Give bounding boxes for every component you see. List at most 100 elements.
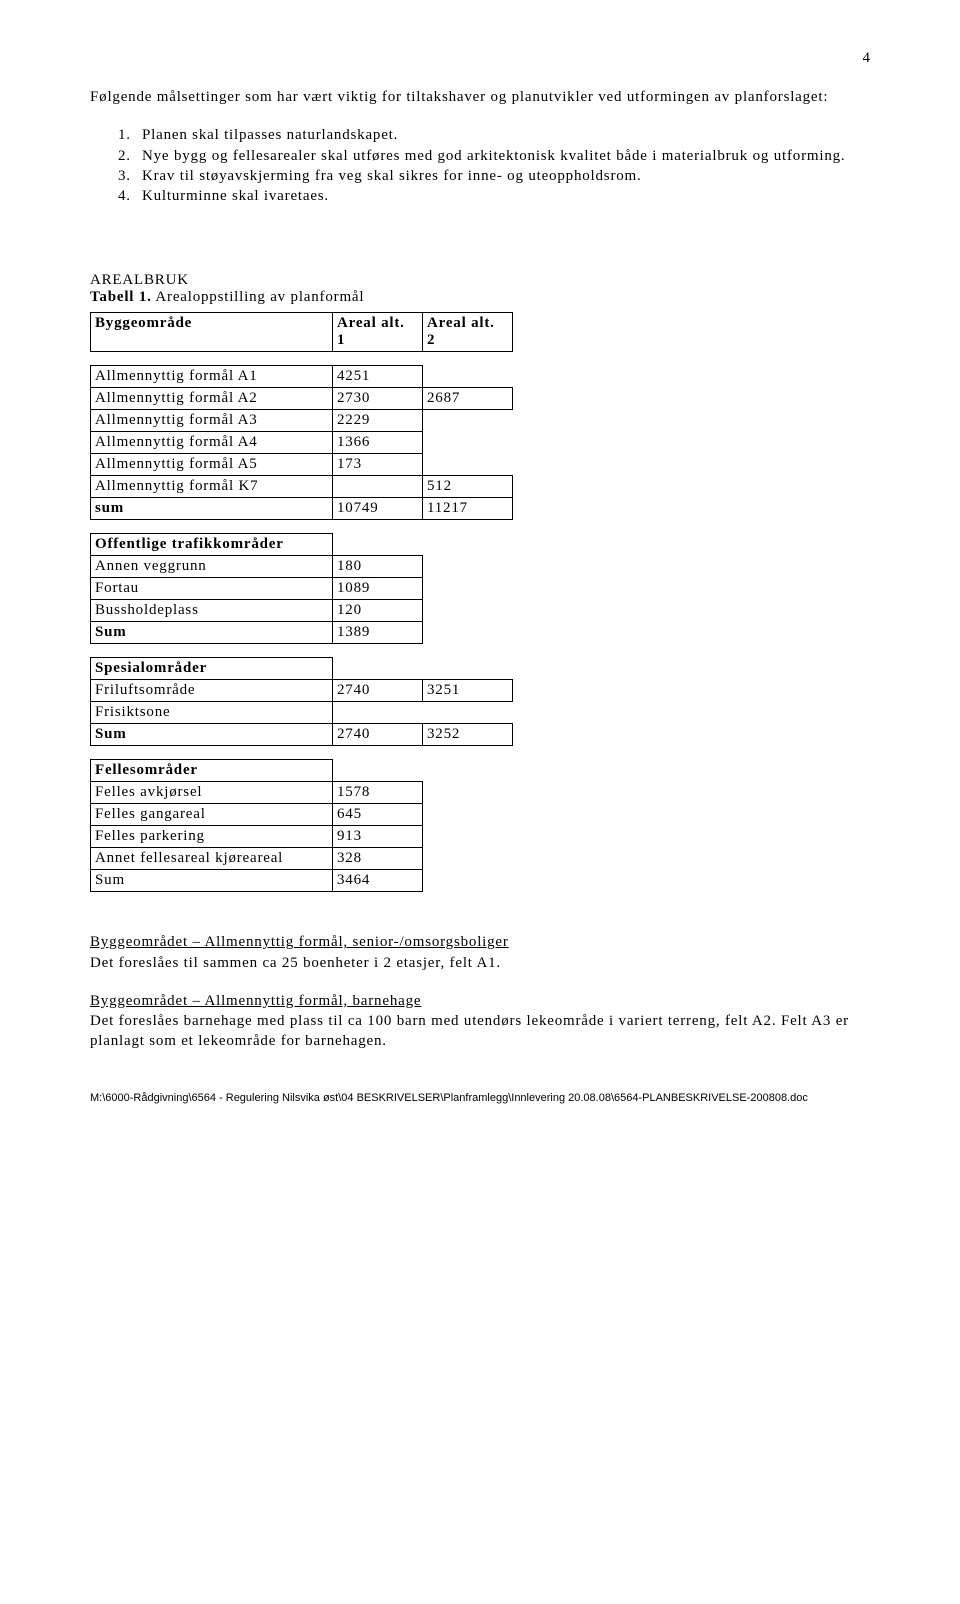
table-row: Sum 2740 3252 (91, 724, 513, 746)
table-title-prefix: Tabell 1. (90, 289, 152, 305)
cell-value: 2229 (333, 410, 423, 432)
cell-value: 3464 (333, 870, 423, 892)
table-group-header: Offentlige trafikkområder (91, 534, 513, 556)
table-row: Annet fellesareal kjøreareal 328 (91, 848, 513, 870)
list-text: Planen skal tilpasses naturlandskapet. (142, 125, 398, 145)
closing-block-2: Byggeområdet – Allmennyttig formål, barn… (90, 991, 870, 1052)
table-row: sum 10749 11217 (91, 498, 513, 520)
cell-label: Allmennyttig formål A5 (91, 454, 333, 476)
cell-value: 2687 (423, 388, 513, 410)
header-cell: Areal alt. 1 (333, 313, 423, 352)
cell-value: 328 (333, 848, 423, 870)
cell-label: Annen veggrunn (91, 556, 333, 578)
list-text: Kulturminne skal ivaretaes. (142, 186, 329, 206)
cell-value (423, 454, 513, 476)
table-row: Bussholdeplass 120 (91, 600, 513, 622)
cell-label: Frisiktsone (91, 702, 333, 724)
cell-value (423, 410, 513, 432)
cell-label: Sum (91, 724, 333, 746)
table-title-rest: Arealoppstilling av planformål (152, 289, 365, 305)
cell-value: 2730 (333, 388, 423, 410)
cell-value (423, 432, 513, 454)
cell-label: Fellesområder (91, 760, 333, 782)
cell-value: 913 (333, 826, 423, 848)
cell-value: 2740 (333, 680, 423, 702)
cell-value: 1089 (333, 578, 423, 600)
table-row: Allmennyttig formål A1 4251 (91, 366, 513, 388)
cell-value: 180 (333, 556, 423, 578)
cell-label: Annet fellesareal kjøreareal (91, 848, 333, 870)
cell-value: 120 (333, 600, 423, 622)
cell-label: Fortau (91, 578, 333, 600)
cell-label: Spesialområder (91, 658, 333, 680)
cell-value: 1578 (333, 782, 423, 804)
table-row: Allmennyttig formål A5 173 (91, 454, 513, 476)
table-group-header: Spesialområder (91, 658, 513, 680)
cell-label: Sum (91, 870, 333, 892)
table-row: Allmennyttig formål A3 2229 (91, 410, 513, 432)
closing-text: Det foreslåes til sammen ca 25 boenheter… (90, 955, 501, 971)
cell-value: 3251 (423, 680, 513, 702)
cell-value: 3252 (423, 724, 513, 746)
closing-block-1: Byggeområdet – Allmennyttig formål, seni… (90, 932, 870, 973)
table-row: Fortau 1089 (91, 578, 513, 600)
footer-path: M:\6000-Rådgivning\6564 - Regulering Nil… (90, 1092, 870, 1104)
numbered-list: 1.Planen skal tilpasses naturlandskapet.… (90, 125, 870, 206)
closing-heading: Byggeområdet – Allmennyttig formål, barn… (90, 993, 421, 1009)
cell-label: Allmennyttig formål K7 (91, 476, 333, 498)
table-row: Allmennyttig formål A4 1366 (91, 432, 513, 454)
cell-label: Felles parkering (91, 826, 333, 848)
cell-label: Bussholdeplass (91, 600, 333, 622)
cell-value: 173 (333, 454, 423, 476)
table-row: Sum 1389 (91, 622, 513, 644)
header-cell: Byggeområde (91, 313, 333, 352)
list-num: 3. (118, 166, 142, 186)
table-row: Annen veggrunn 180 (91, 556, 513, 578)
cell-label: Felles gangareal (91, 804, 333, 826)
cell-value (423, 702, 513, 724)
table-title: Tabell 1. Arealoppstilling av planformål (90, 289, 870, 306)
list-num: 4. (118, 186, 142, 206)
table-row: Frisiktsone (91, 702, 513, 724)
list-num: 2. (118, 146, 142, 166)
cell-value: 1366 (333, 432, 423, 454)
cell-value: 2740 (333, 724, 423, 746)
cell-value: 11217 (423, 498, 513, 520)
cell-label: Friluftsområde (91, 680, 333, 702)
cell-label: Allmennyttig formål A1 (91, 366, 333, 388)
table-header-row: Byggeområde Areal alt. 1 Areal alt. 2 (91, 313, 513, 352)
cell-value: 645 (333, 804, 423, 826)
cell-value (333, 702, 423, 724)
header-cell: Areal alt. 2 (423, 313, 513, 352)
cell-value: 4251 (333, 366, 423, 388)
table-row: Allmennyttig formål A2 2730 2687 (91, 388, 513, 410)
table-row: Felles avkjørsel 1578 (91, 782, 513, 804)
cell-value: 512 (423, 476, 513, 498)
table-group-header: Fellesområder (91, 760, 513, 782)
cell-label: Felles avkjørsel (91, 782, 333, 804)
list-item: 2.Nye bygg og fellesarealer skal utføres… (118, 146, 870, 166)
table-row: Allmennyttig formål K7 512 (91, 476, 513, 498)
cell-value: 1389 (333, 622, 423, 644)
cell-value (333, 476, 423, 498)
list-item: 4.Kulturminne skal ivaretaes. (118, 186, 870, 206)
table-row: Friluftsområde 2740 3251 (91, 680, 513, 702)
section-heading: AREALBRUK (90, 272, 870, 289)
closing-text: Det foreslåes barnehage med plass til ca… (90, 1013, 849, 1049)
list-num: 1. (118, 125, 142, 145)
list-text: Krav til støyavskjerming fra veg skal si… (142, 166, 642, 186)
cell-label: sum (91, 498, 333, 520)
table-row: Felles parkering 913 (91, 826, 513, 848)
cell-label: Allmennyttig formål A2 (91, 388, 333, 410)
cell-value: 10749 (333, 498, 423, 520)
page-number: 4 (90, 50, 870, 67)
cell-label: Sum (91, 622, 333, 644)
closing-heading: Byggeområdet – Allmennyttig formål, seni… (90, 934, 509, 950)
list-item: 1.Planen skal tilpasses naturlandskapet. (118, 125, 870, 145)
intro-paragraph: Følgende målsettinger som har vært vikti… (90, 87, 870, 107)
list-text: Nye bygg og fellesarealer skal utføres m… (142, 146, 845, 166)
table-row: Felles gangareal 645 (91, 804, 513, 826)
list-item: 3.Krav til støyavskjerming fra veg skal … (118, 166, 870, 186)
cell-value (423, 366, 513, 388)
cell-label: Offentlige trafikkområder (91, 534, 333, 556)
